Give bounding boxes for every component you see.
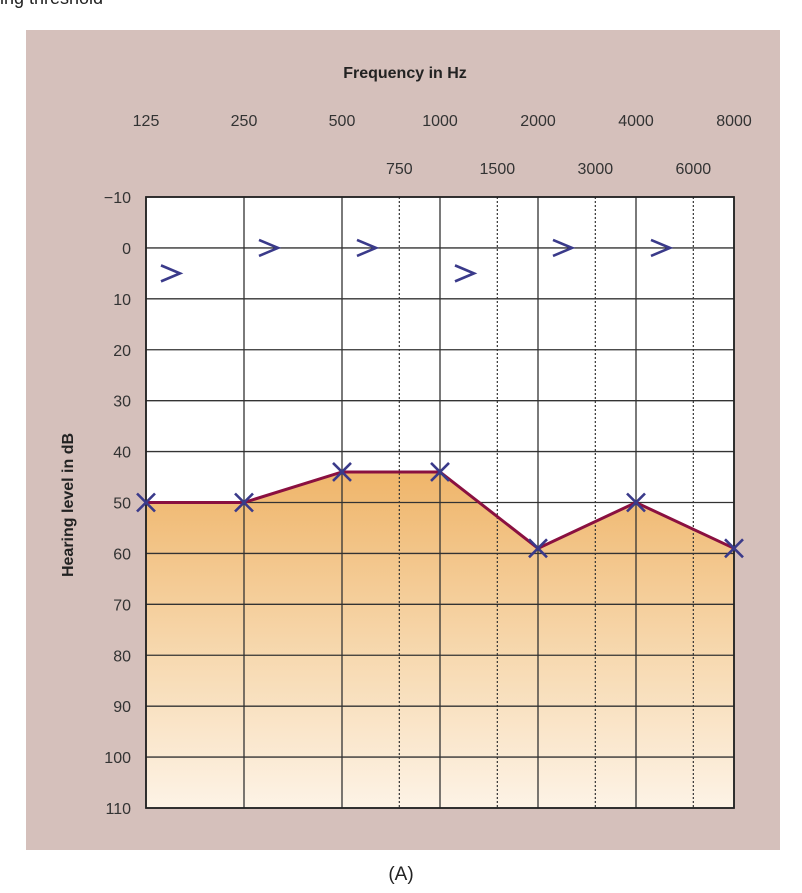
x-marker: [332, 462, 352, 482]
y-tick-label: 10: [113, 292, 131, 309]
y-tick-label: 30: [113, 394, 131, 411]
y-tick-label: 60: [113, 546, 131, 563]
x-tick-label-major: 250: [231, 113, 258, 130]
x-tick-label-minor: 6000: [676, 161, 712, 178]
x-marker: [626, 492, 646, 513]
x-tick-label-major: 8000: [716, 113, 752, 130]
y-tick-label: 0: [122, 241, 131, 258]
x-tick-label-minor: 750: [386, 161, 413, 178]
y-tick-label: 50: [113, 496, 131, 513]
x-marker: [528, 538, 548, 559]
arrow-marker: [258, 238, 282, 258]
x-tick-label-major: 4000: [618, 113, 654, 130]
clipped-heading-text: ing threshold: [0, 0, 240, 12]
y-tick-label: −10: [104, 190, 131, 207]
x-tick-label-major: 500: [329, 113, 356, 130]
x-marker: [724, 538, 744, 559]
x-marker: [136, 492, 156, 513]
y-tick-label: 70: [113, 597, 131, 614]
x-marker: [234, 492, 254, 513]
arrow-marker: [454, 264, 478, 283]
chart-title: Frequency in Hz: [343, 65, 467, 82]
arrow-marker: [552, 238, 576, 258]
y-axis-label: Hearing level in dB: [60, 433, 77, 577]
x-tick-label-major: 1000: [422, 113, 458, 130]
y-tick-label: 20: [113, 343, 131, 360]
y-tick-label: 110: [105, 801, 131, 818]
y-tick-label: 40: [113, 445, 131, 462]
arrow-marker: [356, 238, 380, 258]
x-tick-label-major: 125: [133, 113, 160, 130]
x-tick-label-minor: 3000: [578, 161, 614, 178]
x-tick-label-minor: 1500: [480, 161, 516, 178]
x-marker: [430, 462, 450, 482]
figure-caption: (A): [388, 864, 414, 885]
x-tick-label-major: 2000: [520, 113, 556, 130]
y-tick-label: 90: [113, 699, 131, 716]
y-tick-label: 100: [104, 750, 131, 767]
arrow-marker: [160, 264, 184, 283]
arrow-marker: [650, 238, 674, 258]
y-tick-label: 80: [113, 648, 131, 665]
